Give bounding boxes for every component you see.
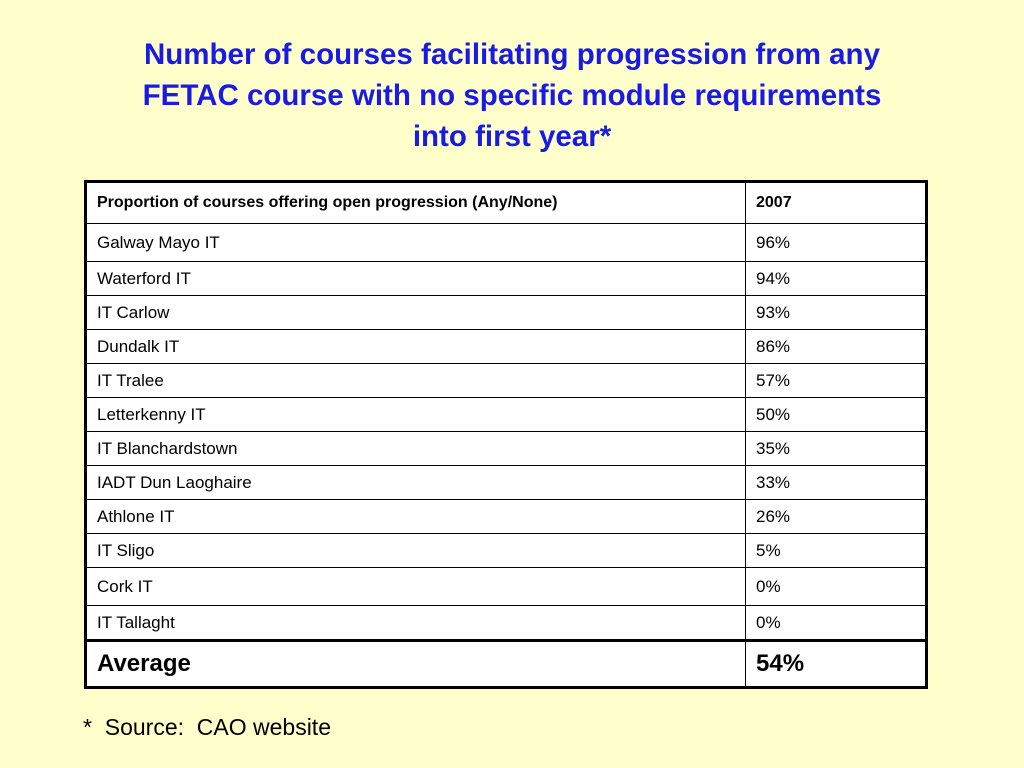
value-cell: 0%: [745, 567, 927, 606]
table-row: IT Blanchardstown 35%: [85, 431, 927, 466]
value-cell: 35%: [745, 431, 927, 466]
table-row: IT Sligo 5%: [85, 533, 927, 568]
table-row: Dundalk IT 86%: [85, 329, 927, 364]
institution-cell: IT Carlow: [85, 295, 746, 330]
header-year-cell: 2007: [745, 181, 927, 224]
header-label-cell: Proportion of courses offering open prog…: [85, 181, 746, 224]
institution-cell: IADT Dun Laoghaire: [85, 465, 746, 500]
value-cell: 96%: [745, 223, 927, 262]
value-cell: 50%: [745, 397, 927, 432]
table-row: IT Carlow 93%: [85, 295, 927, 330]
table-row: IT Tallaght 0%: [85, 605, 927, 641]
institution-cell: Letterkenny IT: [85, 397, 746, 432]
value-cell: 86%: [745, 329, 927, 364]
table-row: Cork IT 0%: [85, 567, 927, 606]
value-cell: 0%: [745, 605, 927, 641]
institution-cell: IT Tralee: [85, 363, 746, 398]
table-row: IADT Dun Laoghaire 33%: [85, 465, 927, 500]
institution-cell: IT Tallaght: [85, 605, 746, 641]
slide-title: Number of courses facilitating progressi…: [40, 34, 984, 157]
value-cell: 33%: [745, 465, 927, 500]
institution-cell: Galway Mayo IT: [85, 223, 746, 262]
table-row: Letterkenny IT 50%: [85, 397, 927, 432]
average-value-cell: 54%: [745, 639, 927, 688]
value-cell: 57%: [745, 363, 927, 398]
institution-cell: Waterford IT: [85, 261, 746, 296]
title-line-3: into first year*: [412, 120, 612, 153]
table-row: Waterford IT 94%: [85, 261, 927, 296]
institution-cell: Athlone IT: [85, 499, 746, 534]
value-cell: 5%: [745, 533, 927, 568]
table-row: IT Tralee 57%: [85, 363, 927, 398]
average-row: Average 54%: [85, 639, 927, 688]
table-row: Galway Mayo IT 96%: [85, 223, 927, 262]
value-cell: 94%: [745, 261, 927, 296]
table-row: Athlone IT 26%: [85, 499, 927, 534]
institution-cell: IT Sligo: [85, 533, 746, 568]
source-footnote: * Source: CAO website: [83, 714, 331, 740]
institution-cell: Cork IT: [85, 567, 746, 606]
institution-cell: IT Blanchardstown: [85, 431, 746, 466]
value-cell: 93%: [745, 295, 927, 330]
table-header-row: Proportion of courses offering open prog…: [85, 181, 927, 224]
title-line-1: Number of courses facilitating progressi…: [143, 38, 880, 71]
average-label-cell: Average: [85, 639, 746, 688]
progression-table: Proportion of courses offering open prog…: [84, 180, 928, 689]
institution-cell: Dundalk IT: [85, 329, 746, 364]
title-line-2: FETAC course with no specific module req…: [142, 79, 882, 112]
value-cell: 26%: [745, 499, 927, 534]
